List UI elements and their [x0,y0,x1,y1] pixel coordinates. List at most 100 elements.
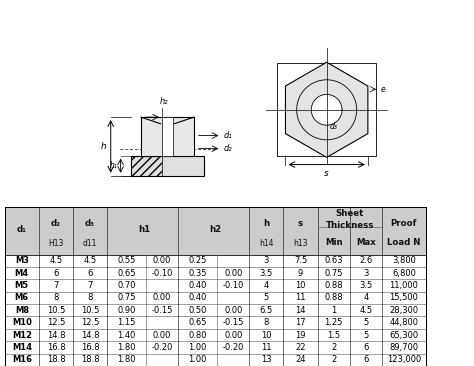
Text: 1.80: 1.80 [117,343,136,352]
Text: M14: M14 [12,343,32,352]
Text: 0.63: 0.63 [324,256,343,265]
Text: M8: M8 [15,306,29,315]
Text: 0.75: 0.75 [117,294,136,302]
Text: 17: 17 [295,318,306,327]
Text: 1.80: 1.80 [117,355,136,364]
Text: 89,700: 89,700 [389,343,419,352]
Text: 10: 10 [261,330,272,340]
Text: 6: 6 [53,269,59,278]
Text: 0.80: 0.80 [188,330,207,340]
Text: 5: 5 [264,294,269,302]
Bar [141,117,194,156]
Text: 4: 4 [264,281,269,290]
Text: 5: 5 [363,330,369,340]
Polygon shape [311,94,342,125]
Text: 4.5: 4.5 [359,306,373,315]
Text: 3: 3 [363,269,369,278]
Text: M6: M6 [15,294,29,302]
Text: 18.8: 18.8 [81,355,100,364]
Text: -0.10: -0.10 [151,269,173,278]
Text: 11: 11 [261,343,272,352]
Text: d₁: d₁ [17,225,27,234]
Text: 3.5: 3.5 [359,281,373,290]
Bar [5,207,426,255]
Text: Sheet: Sheet [336,209,364,218]
Text: h₁: h₁ [110,161,118,170]
Text: 14: 14 [295,306,306,315]
Text: 8: 8 [53,294,59,302]
Bar [5,207,426,366]
Text: 10: 10 [295,281,306,290]
Bar [162,117,173,156]
Text: h13: h13 [293,239,308,248]
Text: 4.5: 4.5 [83,256,97,265]
Text: 44,800: 44,800 [389,318,419,327]
Text: 1.00: 1.00 [189,355,207,364]
Text: s: s [298,219,303,228]
Text: 6.5: 6.5 [260,306,273,315]
Text: d₃: d₃ [329,122,337,131]
Text: 1.5: 1.5 [327,330,340,340]
Text: 7: 7 [53,281,59,290]
Text: 0.00: 0.00 [224,269,242,278]
Text: e: e [381,85,385,94]
Text: 22: 22 [295,343,306,352]
Text: 19: 19 [295,330,306,340]
Text: 0.00: 0.00 [153,330,171,340]
Text: 4: 4 [363,294,369,302]
Text: d11: d11 [83,239,97,248]
Text: 12.5: 12.5 [81,318,99,327]
Text: 2: 2 [331,355,337,364]
Text: 0.25: 0.25 [189,256,207,265]
Text: d₃: d₃ [85,219,95,228]
Text: 24: 24 [295,355,306,364]
Text: 0.00: 0.00 [224,306,242,315]
Text: 13: 13 [261,355,272,364]
Bar [277,63,376,157]
Text: d₁: d₁ [223,131,232,140]
Text: Load N: Load N [387,238,420,247]
Text: M12: M12 [12,330,32,340]
Text: 16.8: 16.8 [46,343,65,352]
Text: 10.5: 10.5 [47,306,65,315]
Polygon shape [285,62,368,157]
Text: 1.15: 1.15 [118,318,136,327]
Text: 9: 9 [298,269,303,278]
Text: 1.40: 1.40 [118,330,136,340]
Text: 0.35: 0.35 [188,269,207,278]
Text: 0.90: 0.90 [118,306,136,315]
Text: 18.8: 18.8 [46,355,65,364]
Text: M3: M3 [15,256,29,265]
Text: 0.00: 0.00 [224,330,242,340]
Text: Max: Max [356,238,376,247]
Text: 6: 6 [363,355,369,364]
Text: 1.25: 1.25 [325,318,343,327]
Text: 14.8: 14.8 [81,330,100,340]
Text: 8: 8 [87,294,93,302]
Text: 0.65: 0.65 [188,318,207,327]
Text: 28,300: 28,300 [389,306,419,315]
Text: H13: H13 [48,239,64,248]
Text: 1: 1 [331,306,337,315]
Text: 10.5: 10.5 [81,306,99,315]
Text: 7: 7 [87,281,93,290]
Text: h₂: h₂ [159,97,168,106]
Text: M16: M16 [12,355,32,364]
Text: 7.5: 7.5 [294,256,307,265]
Text: d₂: d₂ [51,219,61,228]
Text: 1.00: 1.00 [189,343,207,352]
Text: 6: 6 [87,269,93,278]
Text: M10: M10 [12,318,32,327]
Text: 0.00: 0.00 [153,256,171,265]
Text: 0.00: 0.00 [153,294,171,302]
Text: Proof: Proof [391,219,417,228]
Text: h2: h2 [210,225,221,234]
Text: s: s [324,169,329,178]
Text: 4.5: 4.5 [49,256,63,265]
Text: 0.88: 0.88 [324,281,343,290]
Text: 123,000: 123,000 [387,355,421,364]
Text: 0.75: 0.75 [324,269,343,278]
Text: h: h [100,142,106,151]
Bar [131,156,204,176]
Text: -0.20: -0.20 [151,343,173,352]
